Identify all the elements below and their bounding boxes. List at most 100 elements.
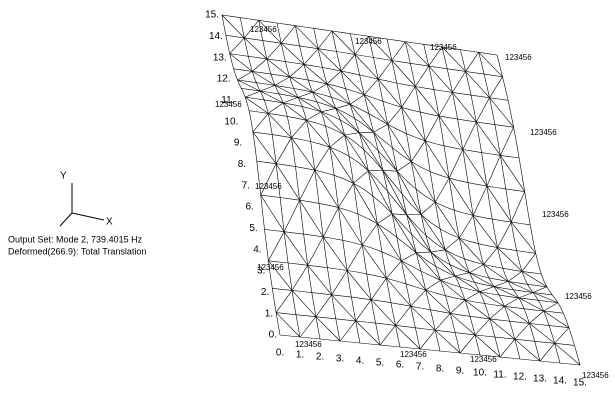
x-axis	[72, 213, 104, 220]
mesh-diagonal	[415, 66, 429, 86]
mesh-diagonal	[421, 215, 445, 250]
left-label: 0.	[269, 330, 277, 341]
mesh-diagonal	[460, 335, 475, 353]
left-label: 7.	[242, 180, 250, 191]
mesh-diagonal	[515, 339, 540, 361]
mesh-diagonal	[452, 71, 465, 92]
mesh-diagonal	[359, 132, 373, 133]
mesh-diagonal	[292, 265, 308, 290]
mesh-diagonal	[494, 281, 508, 286]
mesh-diagonal	[315, 147, 330, 170]
mesh-diagonal	[388, 107, 402, 124]
mesh-diagonal	[476, 98, 489, 122]
mesh-diagonal	[386, 278, 410, 306]
mesh-diagonal	[291, 138, 314, 171]
mesh-line	[261, 195, 553, 295]
mesh-diagonal	[316, 295, 332, 317]
mesh-diagonal	[416, 252, 431, 253]
mesh-diagonal	[374, 124, 388, 132]
left-label: 5.	[249, 223, 257, 234]
mesh-diagonal	[355, 55, 378, 80]
mesh-diagonal	[371, 278, 386, 299]
mesh-diagonal	[354, 171, 369, 184]
mesh-diagonal	[238, 71, 253, 80]
mesh-diagonal	[401, 253, 416, 261]
mesh-diagonal	[318, 31, 332, 49]
mesh-line	[222, 15, 280, 335]
mesh-diagonal	[330, 135, 345, 147]
bottom-label: 7.	[416, 362, 424, 373]
mesh-diagonal	[402, 87, 416, 108]
mesh-diagonal	[500, 155, 524, 191]
bottom-label: 13.	[533, 374, 547, 385]
left-label: 1.	[265, 308, 273, 319]
bottom-label: 6.	[396, 360, 404, 371]
mesh-diagonal	[473, 186, 487, 215]
left-label: 2.	[261, 287, 269, 298]
mesh-diagonal	[500, 339, 515, 357]
mesh-diagonal	[300, 317, 316, 337]
bottom-label: 12.	[513, 372, 527, 383]
mesh-diagonal	[268, 232, 284, 261]
mesh-diagonal	[480, 287, 494, 292]
mesh-diagonal	[407, 215, 431, 252]
mesh-diagonal	[463, 150, 487, 187]
bottom-label: 5.	[376, 358, 384, 369]
mesh-diagonal	[490, 77, 503, 98]
mesh-diagonal	[304, 49, 318, 65]
mesh-diagonal	[336, 104, 350, 108]
mesh-diagonal	[222, 15, 244, 38]
mesh-diagonal	[420, 330, 435, 349]
mesh-diagonal	[463, 122, 477, 150]
mesh-diagonal	[281, 26, 295, 44]
left-label: 14.	[209, 31, 223, 42]
constraint-label: 123456	[400, 350, 427, 359]
mesh-diagonal	[245, 91, 260, 97]
mesh-diagonal	[487, 155, 501, 186]
mesh-diagonal	[378, 61, 392, 80]
mesh-line	[314, 28, 380, 345]
mesh-diagonal	[435, 330, 460, 353]
mesh-diagonal	[356, 321, 380, 345]
mesh-diagonal	[298, 92, 313, 97]
mesh-diagonal	[327, 71, 341, 84]
mesh-diagonal	[487, 186, 511, 222]
mesh-diagonal	[519, 293, 533, 298]
mesh-diagonal	[555, 328, 569, 344]
mesh-diagonal	[356, 300, 372, 321]
constraint-label: 123456	[257, 263, 284, 272]
bottom-label: 4.	[356, 356, 364, 367]
bottom-label: 11.	[493, 370, 506, 381]
constraint-label: 123456	[430, 43, 457, 52]
bottom-label: 2.	[316, 352, 324, 363]
mesh-diagonal	[435, 178, 449, 202]
mesh-diagonal	[498, 222, 512, 248]
mesh-diagonal	[504, 298, 518, 306]
mesh-diagonal	[522, 253, 536, 271]
bottom-label: 14.	[553, 376, 567, 387]
mesh-diagonal	[452, 92, 476, 122]
bottom-label: 1.	[296, 350, 304, 361]
mesh-diagonal	[397, 162, 411, 172]
mesh-diagonal	[308, 237, 324, 265]
constraint-label: 123456	[215, 100, 242, 109]
mesh-diagonal	[332, 271, 348, 295]
mesh-line	[369, 36, 440, 351]
mesh-diagonal	[396, 306, 411, 325]
mesh-diagonal	[540, 343, 555, 361]
mesh-diagonal	[362, 224, 377, 245]
constraint-label: 123456	[565, 292, 592, 301]
mesh-diagonal	[397, 171, 421, 214]
bottom-label: 8.	[436, 364, 444, 375]
mesh-diagonal	[475, 319, 490, 335]
mesh-diagonal	[555, 343, 580, 365]
mesh-diagonal	[429, 66, 453, 92]
left-label: 15.	[205, 10, 219, 21]
mesh-line	[230, 54, 508, 101]
mesh-diagonal	[435, 313, 450, 330]
mesh-line	[280, 335, 580, 365]
mesh-diagonal	[425, 116, 439, 141]
mesh-diagonal	[439, 116, 463, 150]
left-label: 13.	[213, 52, 227, 63]
mesh-diagonal	[386, 261, 401, 278]
